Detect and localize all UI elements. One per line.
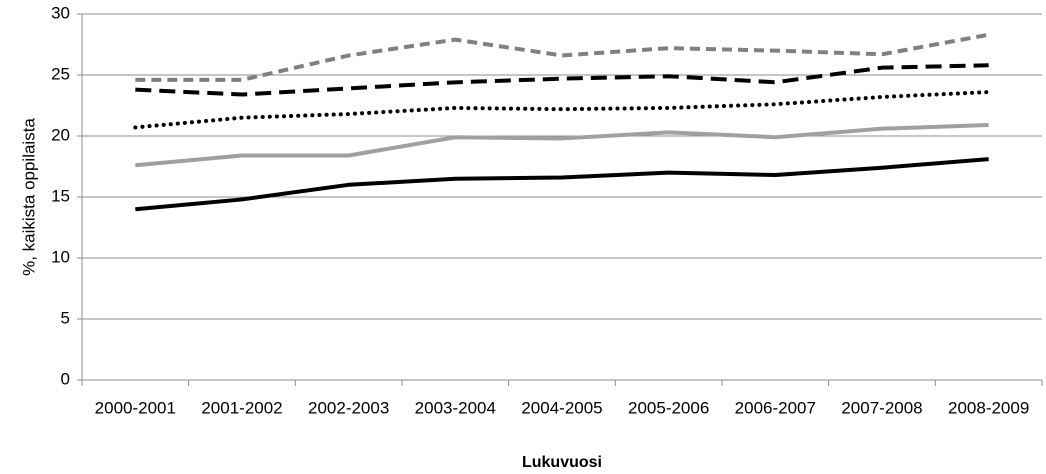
series-line	[135, 63, 989, 97]
x-tick-label: 2005-2006	[628, 398, 709, 417]
y-tick-label: 25	[51, 64, 70, 83]
x-axis-title: Lukuvuosi	[522, 454, 602, 471]
series-line	[135, 157, 989, 212]
y-axis-title: %, kaikista oppilaista	[19, 118, 38, 276]
y-tick-label: 15	[51, 186, 70, 205]
x-tick-label: 2008-2009	[948, 398, 1029, 417]
x-tick-label: 2006-2007	[735, 398, 816, 417]
series-line	[133, 90, 991, 130]
x-tick-label: 2007-2008	[841, 398, 922, 417]
y-tick-label: 5	[61, 308, 70, 327]
y-tick-label: 0	[61, 369, 70, 388]
x-tick-label: 2003-2004	[415, 398, 496, 417]
series-line	[135, 32, 990, 82]
series-line	[135, 123, 989, 168]
y-tick-label: 10	[51, 247, 70, 266]
x-tick-label: 2004-2005	[521, 398, 602, 417]
y-tick-label: 20	[51, 125, 70, 144]
x-tick-label: 2001-2002	[201, 398, 282, 417]
y-tick-label: 30	[51, 3, 70, 22]
x-tick-label: 2002-2003	[308, 398, 389, 417]
x-tick-label: 2000-2001	[95, 398, 176, 417]
